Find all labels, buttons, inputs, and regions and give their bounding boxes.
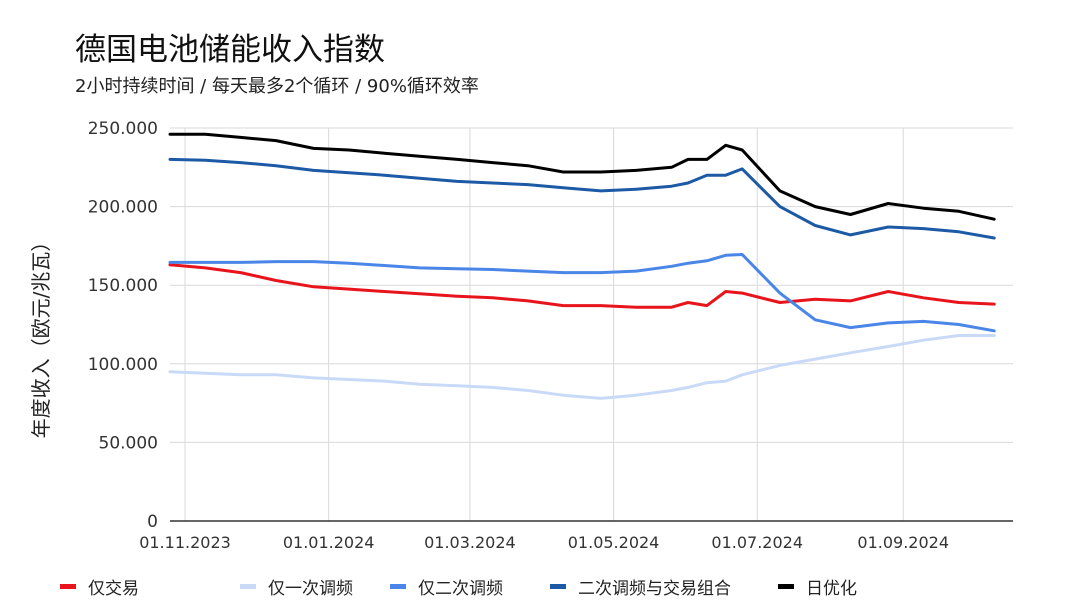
y-tick-label: 50.000 (99, 433, 158, 453)
series-line-4 (168, 132, 996, 221)
chart-legend: 仅交易 仅一次调频 仅二次调频 二次调频与交易组合 日优化 (60, 574, 1060, 599)
y-tick-label: 100.000 (88, 355, 158, 375)
legend-label: 仅一次调频 (268, 579, 353, 599)
x-tick-label: 01.05.2024 (568, 533, 660, 552)
y-tick-label: 250.000 (88, 119, 158, 139)
legend-swatch (778, 584, 794, 589)
series-line-1 (168, 334, 996, 400)
legend-swatch (240, 584, 256, 589)
legend-item-2: 仅二次调频 (390, 574, 503, 599)
series-line-0 (168, 263, 996, 309)
legend-swatch (550, 584, 566, 589)
legend-item-1: 仅一次调频 (240, 574, 353, 599)
series-line-3 (168, 157, 996, 240)
legend-item-4: 日优化 (778, 574, 857, 599)
legend-label: 仅交易 (88, 579, 139, 599)
legend-label: 二次调频与交易组合 (578, 579, 731, 599)
legend-label: 仅二次调频 (418, 579, 503, 599)
x-tick-label: 01.11.2023 (139, 533, 231, 552)
legend-swatch (390, 584, 406, 589)
chart-subtitle: 2小时持续时间 / 每天最多2个循环 / 90%循环效率 (75, 76, 479, 97)
y-tick-label: 200.000 (88, 198, 158, 218)
legend-item-3: 二次调频与交易组合 (550, 574, 731, 599)
legend-item-0: 仅交易 (60, 574, 139, 599)
x-tick-label: 01.03.2024 (424, 533, 516, 552)
series-layer (168, 132, 996, 400)
x-tick-label: 01.09.2024 (857, 533, 949, 552)
x-tick-label: 01.01.2024 (283, 533, 375, 552)
axis-layer: 0 50.000 100.000 150.000 200.000 250.000 01.11… (88, 119, 1013, 552)
y-axis-label: 年度收入（欧元/兆瓦） (29, 232, 53, 439)
chart-title: 德国电池储能收入指数 (75, 32, 385, 68)
x-tick-label: 01.07.2024 (711, 533, 803, 552)
y-tick-label: 0 (147, 512, 158, 532)
legend-swatch (60, 584, 76, 589)
series-line-2 (168, 253, 996, 333)
legend-label: 日优化 (806, 579, 857, 599)
y-tick-label: 150.000 (88, 276, 158, 296)
